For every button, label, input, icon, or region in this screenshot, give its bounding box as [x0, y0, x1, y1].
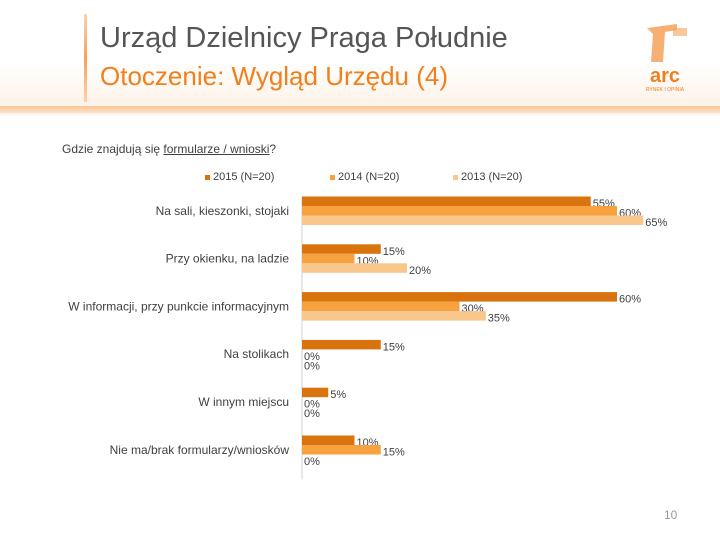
- logo-text: arc: [650, 65, 680, 87]
- value-label-2013: 20%: [409, 265, 431, 277]
- logo-tagline: RYNEK I OPINIA: [646, 87, 685, 93]
- legend-label-2014: 2014 (N=20): [338, 171, 400, 183]
- bar-2014: [302, 253, 355, 264]
- logo-beam-icon: [673, 28, 687, 36]
- bar-2015: [302, 339, 381, 350]
- category-label: W informacji, przy punkcie informacyjnym: [68, 299, 289, 313]
- value-label-2013: 0%: [304, 456, 320, 468]
- page-subtitle: Otoczenie: Wygląd Urzędu (4): [100, 61, 449, 91]
- bar-2015: [302, 244, 381, 254]
- bar-2015: [302, 435, 355, 445]
- question-prefix: Gdzie znajdują się: [62, 142, 164, 156]
- bar-2015: [302, 387, 329, 398]
- value-label-2013: 65%: [645, 217, 667, 229]
- category-label: Nie ma/brak formularzy/wniosków: [110, 443, 290, 457]
- category-label: W innym miejscu: [198, 395, 289, 409]
- value-label-2013: 0%: [304, 408, 320, 420]
- value-label-2015: 5%: [330, 389, 346, 401]
- bar-2014: [302, 206, 617, 216]
- value-label-2013: 0%: [304, 360, 320, 372]
- chart-question: Gdzie znajdują się formularze / wnioski?: [62, 142, 276, 156]
- value-label-2014: 0%: [304, 399, 320, 411]
- logo-lighthouse-icon: [647, 24, 677, 62]
- legend-label-2015: 2015 (N=20): [213, 171, 275, 183]
- bar-2015: [302, 196, 591, 206]
- value-label-2015: 60%: [619, 294, 641, 306]
- legend-swatch-2015: [205, 174, 210, 180]
- bar-2014: [302, 445, 381, 455]
- value-label-2013: 35%: [488, 313, 510, 325]
- value-label-2014: 15%: [383, 447, 405, 459]
- value-label-2015: 15%: [383, 341, 405, 353]
- question-underlined: formularze / wnioski: [163, 142, 270, 156]
- legend-swatch-2013: [453, 174, 458, 180]
- legend-item-2015: 2015 (N=20): [205, 171, 274, 183]
- value-label-2015: 15%: [383, 246, 405, 258]
- question-suffix: ?: [269, 142, 277, 156]
- header-bar: [0, 0, 720, 113]
- bar-2014: [302, 301, 460, 312]
- value-label-2014: 0%: [304, 351, 320, 363]
- bar-2013: [302, 263, 407, 273]
- legend-swatch-2014: [330, 174, 335, 180]
- header-accent-rule: [84, 14, 87, 102]
- category-label: Na sali, kieszonki, stojaki: [156, 204, 289, 218]
- category-label: Przy okienku, na ladzie: [166, 252, 290, 266]
- legend-item-2013: 2013 (N=20): [453, 171, 522, 183]
- legend-label-2013: 2013 (N=20): [461, 171, 523, 183]
- bar-2013: [302, 215, 644, 225]
- bar-2013: [302, 311, 486, 321]
- legend-item-2014: 2014 (N=20): [330, 171, 399, 183]
- category-label: Na stolikach: [224, 347, 289, 361]
- page-title: Urząd Dzielnicy Praga Południe: [100, 22, 508, 54]
- bar-2015: [302, 292, 617, 302]
- header-shadow: [0, 106, 720, 116]
- page-number: 10: [664, 508, 678, 522]
- arc-logo: arc RYNEK I OPINIA: [646, 24, 687, 93]
